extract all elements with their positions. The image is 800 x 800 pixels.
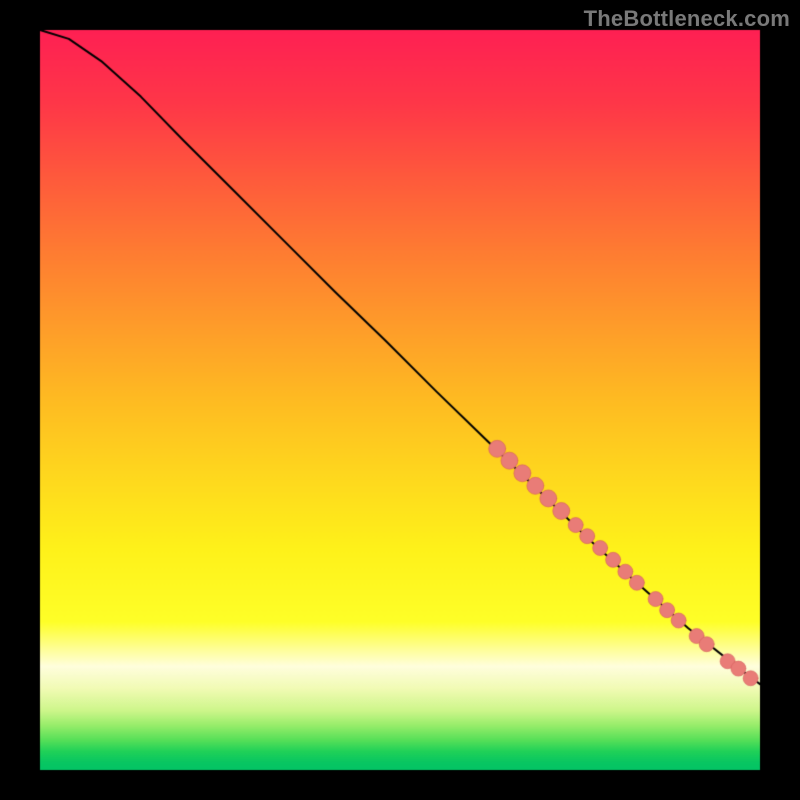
chart-container: TheBottleneck.com [0, 0, 800, 800]
watermark-text: TheBottleneck.com [584, 6, 790, 32]
gradient-curve-chart [0, 0, 800, 800]
